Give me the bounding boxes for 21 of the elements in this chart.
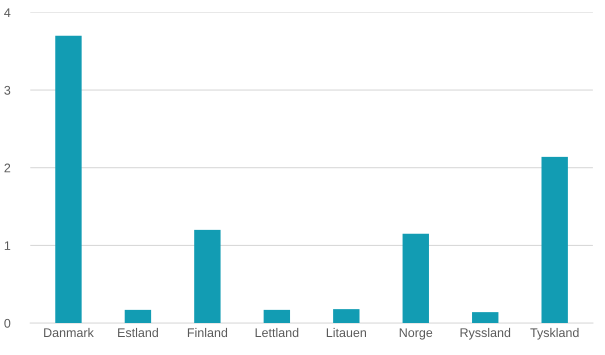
bar (55, 36, 82, 324)
x-tick-label: Danmark (44, 328, 94, 338)
bar (124, 310, 152, 324)
y-tick-label: 4 (4, 8, 10, 17)
y-tick-label: 1 (4, 241, 10, 250)
y-tick-label: 3 (4, 86, 10, 95)
x-tick-label: Ryssland (460, 328, 510, 340)
bar (194, 230, 221, 324)
x-tick-label: Litauen (326, 328, 366, 338)
bar (472, 312, 498, 324)
bar (402, 234, 429, 324)
y-tick-label: 0 (4, 318, 10, 328)
x-tick-label: Finland (188, 328, 228, 338)
bar (264, 310, 290, 324)
x-tick-label: Estland (118, 328, 158, 338)
bar (333, 309, 360, 324)
x-tick-label: Lettland (256, 328, 298, 338)
bar (541, 156, 568, 324)
x-tick-label: Tyskland (530, 328, 579, 340)
x-tick-label: Norge (400, 328, 432, 340)
y-tick-label: 2 (4, 164, 10, 172)
